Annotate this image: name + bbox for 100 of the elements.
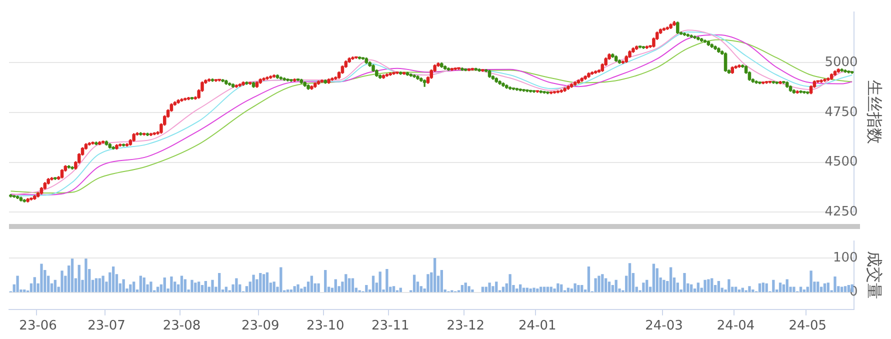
- bar: [300, 288, 303, 292]
- bar: [532, 288, 536, 292]
- bar: [508, 274, 512, 292]
- bar: [601, 274, 604, 292]
- bar: [235, 278, 238, 292]
- bar: [122, 279, 125, 292]
- bar: [728, 279, 730, 292]
- bar: [758, 283, 762, 292]
- bar: [112, 266, 115, 292]
- bar: [772, 280, 775, 292]
- bar: [495, 282, 498, 292]
- bar: [762, 282, 764, 292]
- bar: [426, 274, 430, 292]
- bar: [334, 279, 337, 292]
- bar: [94, 278, 98, 292]
- bar: [211, 280, 214, 292]
- x-tick-label: 24-05: [788, 318, 827, 334]
- bar: [488, 282, 491, 292]
- bar: [656, 268, 658, 292]
- bar: [642, 282, 645, 292]
- bar: [748, 286, 751, 292]
- bar: [847, 285, 850, 292]
- bar: [778, 282, 782, 292]
- bar: [262, 274, 266, 292]
- bar: [662, 280, 666, 292]
- bar: [468, 286, 470, 292]
- bar: [16, 276, 19, 292]
- x-tick-label: 24-03: [645, 318, 683, 334]
- bar: [197, 282, 200, 292]
- bar: [614, 280, 618, 292]
- bar: [163, 278, 166, 292]
- bar: [33, 277, 36, 292]
- bar: [598, 276, 600, 292]
- bar: [184, 279, 186, 292]
- bar: [386, 268, 388, 292]
- bar: [580, 285, 584, 292]
- bar: [594, 278, 597, 292]
- bar: [587, 266, 590, 292]
- bar: [280, 267, 282, 292]
- bar: [574, 283, 576, 292]
- bar: [826, 282, 830, 292]
- bar: [577, 285, 580, 292]
- bar: [150, 282, 152, 292]
- bar: [23, 290, 26, 292]
- bar: [129, 284, 132, 292]
- bar: [850, 284, 854, 292]
- bar: [628, 263, 632, 292]
- bar: [78, 264, 80, 292]
- x-tick-label: 24-01: [518, 318, 556, 334]
- bar: [608, 282, 611, 292]
- y-tick-label: 4250: [824, 204, 858, 220]
- bar: [810, 270, 812, 292]
- bar: [646, 280, 648, 292]
- bar: [765, 283, 768, 292]
- bar: [84, 258, 88, 292]
- bar: [132, 282, 136, 292]
- bar: [218, 273, 221, 292]
- bar: [516, 288, 518, 292]
- bar: [704, 280, 706, 292]
- bar: [293, 286, 296, 292]
- bar: [317, 283, 320, 292]
- bar: [180, 276, 184, 292]
- bar: [560, 284, 563, 292]
- bar: [372, 276, 375, 292]
- bar: [529, 288, 532, 292]
- bar: [344, 274, 348, 292]
- bar: [464, 282, 467, 292]
- bar: [200, 285, 204, 292]
- bar: [351, 278, 354, 292]
- bar: [652, 264, 656, 292]
- bar: [792, 286, 796, 292]
- y-axis-title: 成交量: [865, 251, 884, 300]
- bar: [823, 283, 826, 292]
- bar: [139, 276, 142, 292]
- bar: [412, 274, 416, 292]
- x-tick-label: 23-08: [162, 318, 201, 334]
- bar: [252, 274, 255, 292]
- bar: [669, 267, 672, 292]
- bar: [60, 270, 64, 292]
- bar: [70, 258, 74, 292]
- bar: [816, 282, 820, 292]
- bar: [844, 286, 847, 292]
- bar: [696, 282, 700, 292]
- x-tick-label: 24-04: [716, 318, 755, 334]
- bar: [378, 272, 382, 292]
- bar: [433, 258, 436, 292]
- x-tick-label: 23-11: [371, 318, 410, 334]
- bar: [40, 264, 43, 292]
- bar: [348, 278, 351, 292]
- x-tick-label: 23-07: [88, 318, 126, 334]
- bar: [272, 282, 276, 292]
- x-tick-label: 23-09: [241, 318, 280, 334]
- bar: [707, 279, 710, 292]
- bar: [518, 284, 522, 292]
- bar: [310, 276, 314, 292]
- y-tick-label: 100: [832, 250, 858, 266]
- bar: [142, 278, 146, 292]
- bar: [440, 270, 443, 292]
- bar: [683, 273, 686, 292]
- bar: [392, 286, 396, 292]
